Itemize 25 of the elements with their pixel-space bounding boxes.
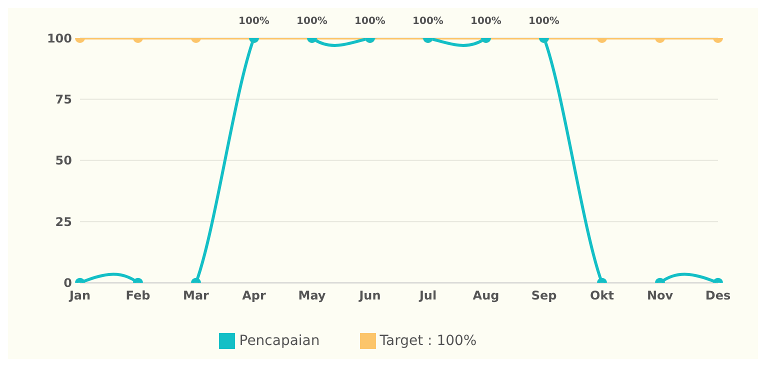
x-tick-label: Jan (68, 288, 91, 302)
data-label: 100% (354, 16, 386, 27)
x-tick-label: Jul (418, 288, 437, 302)
y-tick-label: 0 (64, 276, 72, 290)
y-tick-label: 100 (46, 31, 72, 46)
y-tick-label: 50 (55, 154, 72, 168)
data-label: 100% (238, 16, 270, 27)
x-tick-label: Aug (472, 288, 500, 302)
data-label: 100% (470, 16, 502, 27)
data-label: 100% (528, 16, 560, 27)
x-tick-label: Nov (646, 288, 674, 302)
data-label: 100% (296, 16, 328, 27)
y-tick-label: 25 (55, 214, 72, 229)
x-tick-label: May (298, 288, 326, 302)
x-tick-label: Mar (183, 288, 210, 302)
x-tick-label: Jun (358, 288, 381, 302)
x-tick-label: Feb (126, 288, 151, 302)
x-tick-label: Sep (531, 288, 558, 302)
legend-label: Pencapaian (239, 332, 320, 349)
x-tick-label: Okt (590, 288, 614, 302)
y-tick-label: 75 (55, 92, 72, 106)
legend-label: Target : 100% (380, 332, 477, 349)
x-tick-label: Des (705, 288, 731, 302)
data-label: 100% (412, 16, 444, 27)
x-tick-label: Apr (242, 288, 266, 302)
